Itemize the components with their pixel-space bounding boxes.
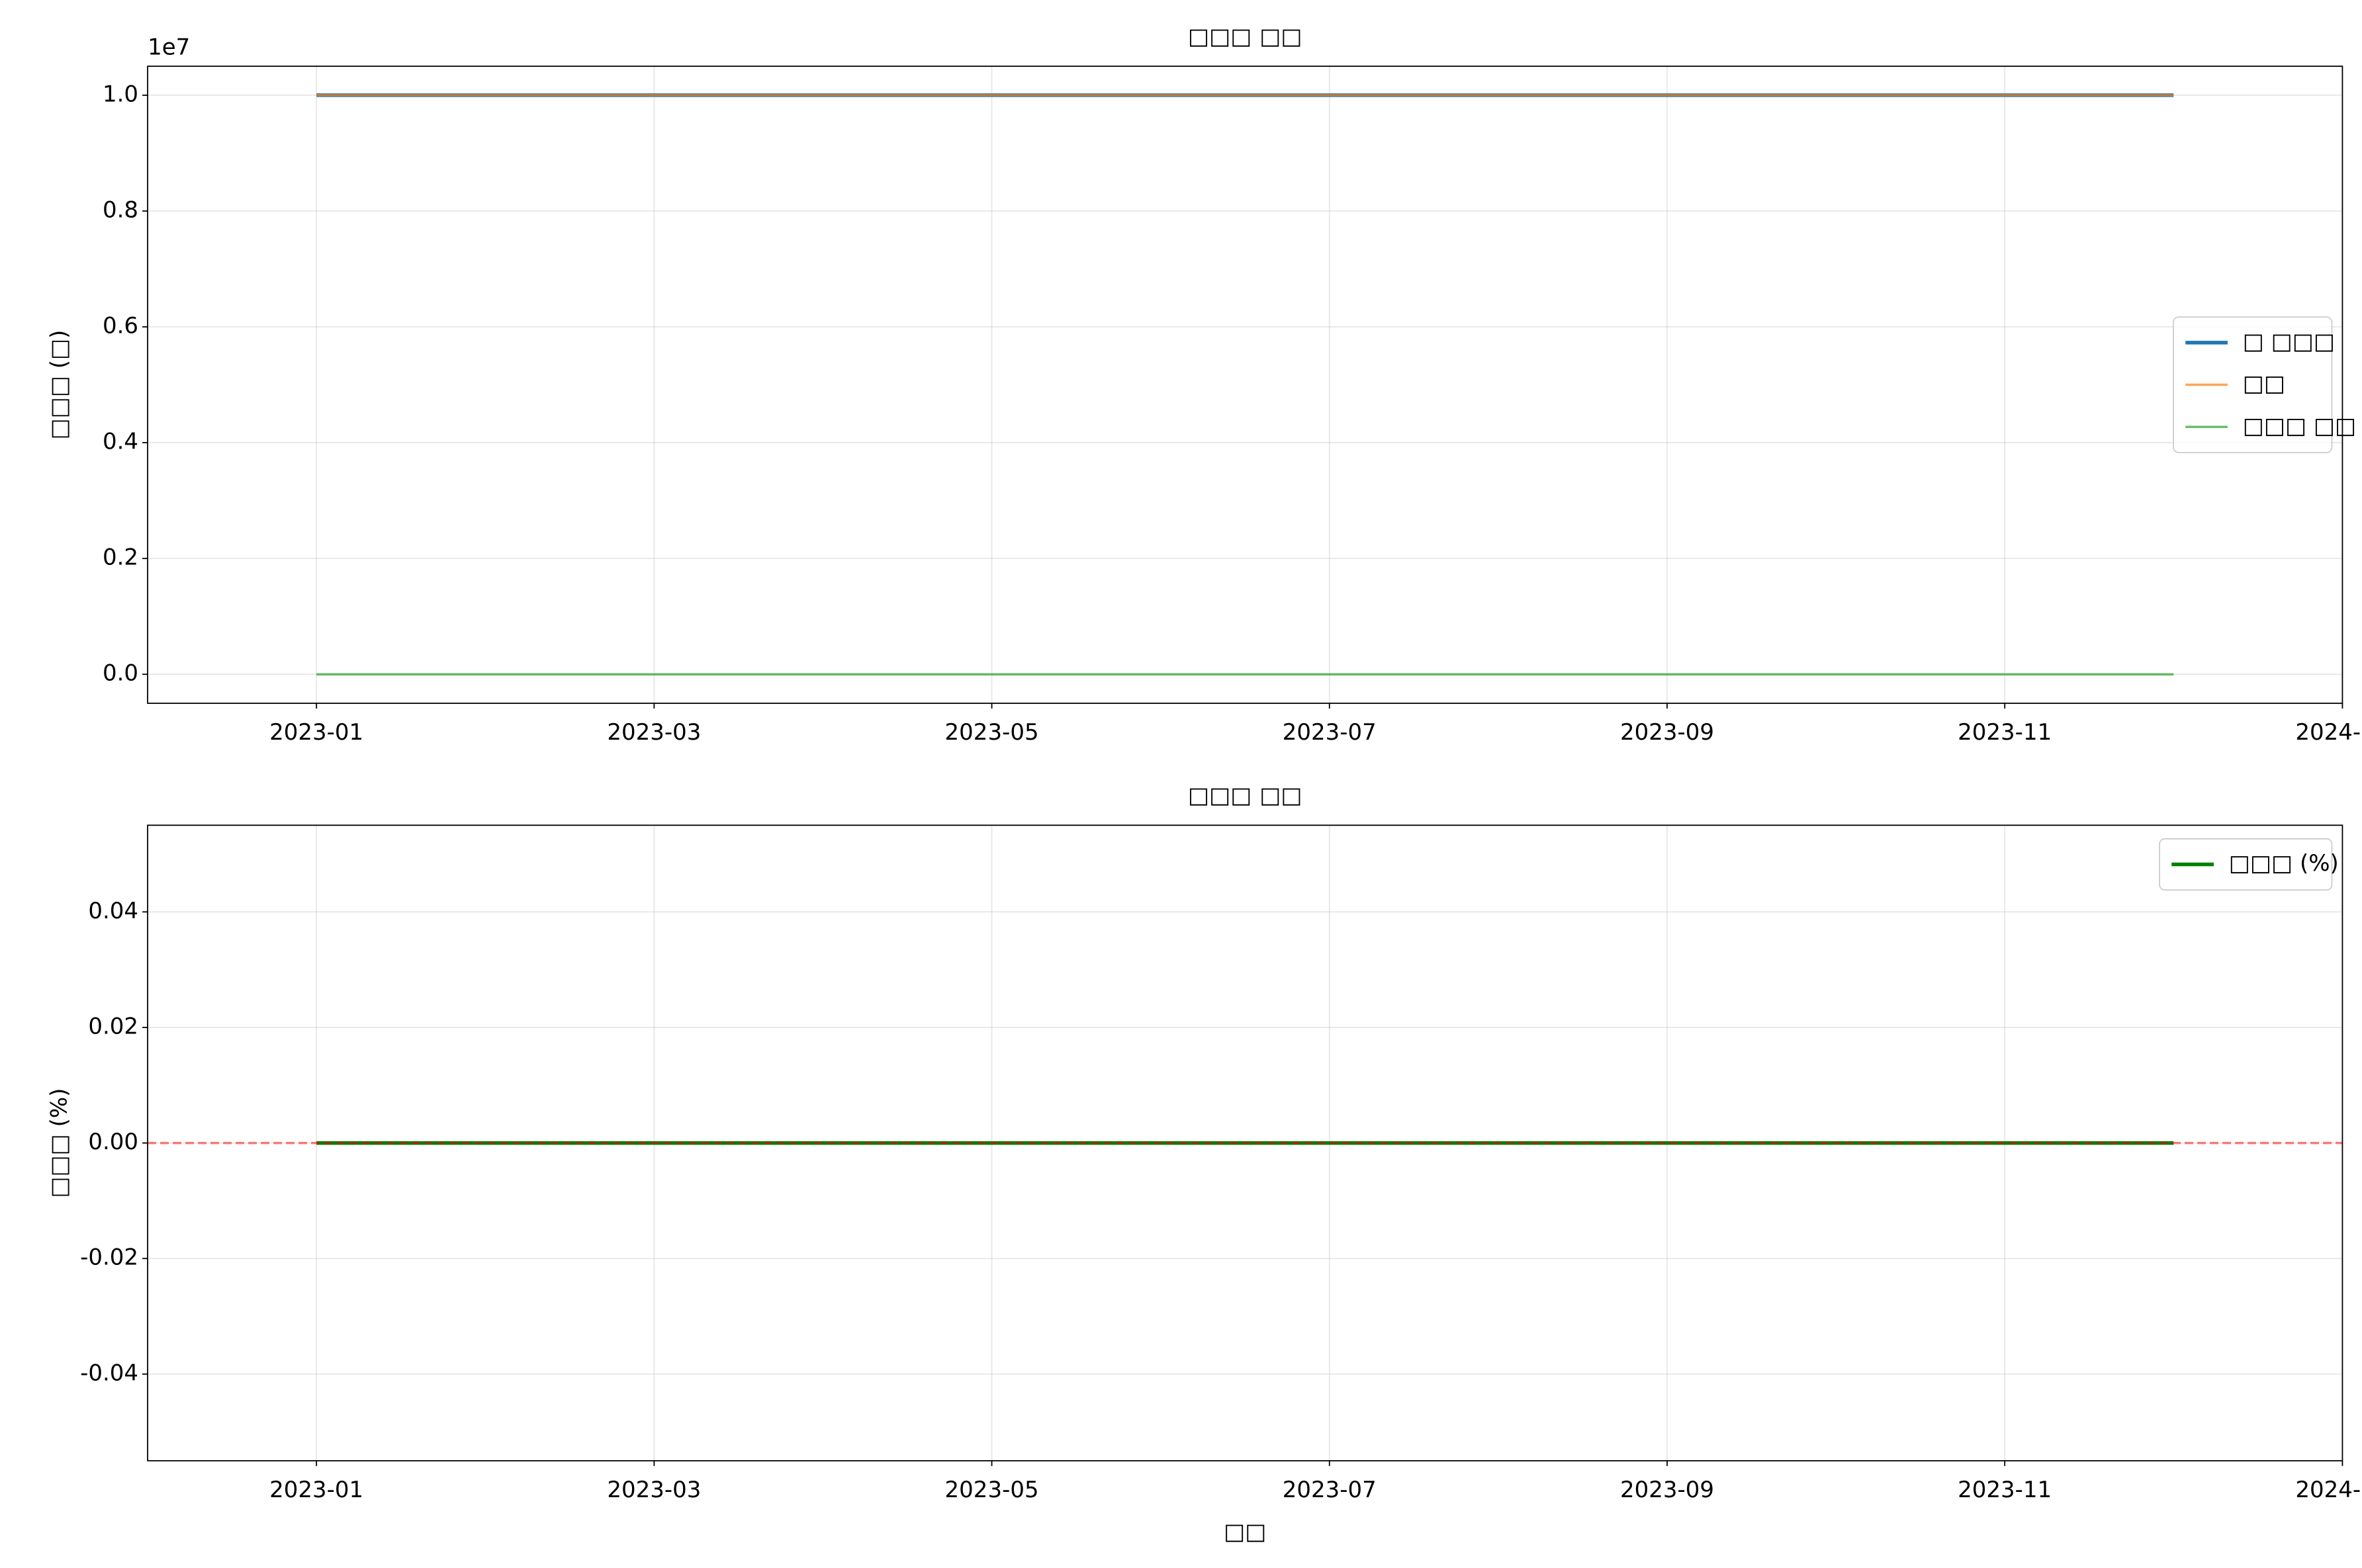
y-tick-label: 0.6 <box>103 313 138 339</box>
x-tick-label: 2023-05 <box>945 1477 1039 1503</box>
x-tick-label: 2023-03 <box>607 1477 701 1503</box>
legend-box <box>2159 838 2333 891</box>
x-tick-label: 2023-03 <box>607 719 701 746</box>
chart-title: □□□ □□ <box>1188 23 1302 50</box>
x-tick-label: 2023-05 <box>945 719 1039 746</box>
axis-offset-label: 1e7 <box>148 34 190 60</box>
legend-label: □□□ (%) <box>2229 850 2339 877</box>
x-tick-label: 2023-11 <box>1958 1477 2052 1503</box>
legend-label: □ □□□ <box>2243 328 2335 355</box>
x-tick-label: 2023-09 <box>1620 719 1714 746</box>
legend-label: □□□ □□ <box>2243 413 2356 439</box>
legend-box <box>2173 316 2333 453</box>
x-tick-label: 2024-01 <box>2295 1477 2362 1503</box>
y-tick-label: 0.2 <box>103 544 138 571</box>
x-tick-label: 2024-01 <box>2295 719 2362 746</box>
y-axis-label: □□□ (%) <box>46 1088 73 1198</box>
x-tick-label: 2023-07 <box>1283 1477 1377 1503</box>
y-tick-label: -0.04 <box>80 1360 138 1386</box>
x-tick-label: 2023-01 <box>269 719 363 746</box>
y-tick-label: 0.4 <box>103 429 138 455</box>
y-tick-label: -0.02 <box>80 1244 138 1271</box>
y-tick-label: 0.04 <box>88 898 138 924</box>
y-tick-label: 0.0 <box>103 660 138 687</box>
x-tick-label: 2023-01 <box>269 1477 363 1503</box>
x-tick-label: 2023-11 <box>1958 719 2052 746</box>
plot-frame <box>147 65 2343 704</box>
y-tick-label: 0.00 <box>88 1129 138 1155</box>
y-tick-label: 1.0 <box>103 81 138 107</box>
y-axis-label: □□□ (□) <box>46 330 73 440</box>
y-tick-label: 0.8 <box>103 196 138 223</box>
plot-frame <box>147 824 2343 1461</box>
x-tick-label: 2023-09 <box>1620 1477 1714 1503</box>
y-tick-label: 0.02 <box>88 1013 138 1039</box>
chart-title: □□□ □□ <box>1188 783 1302 809</box>
x-tick-label: 2023-07 <box>1283 719 1377 746</box>
x-axis-label: □□ <box>1224 1519 1266 1546</box>
legend-label: □□ <box>2243 370 2285 397</box>
